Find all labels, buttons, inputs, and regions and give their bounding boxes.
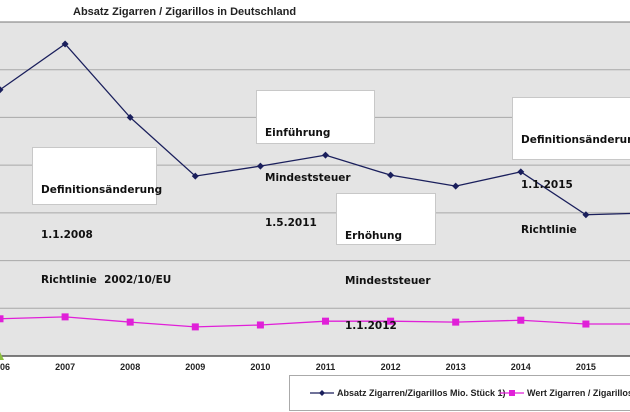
annotation-line: Einführung	[265, 127, 331, 139]
data-point-diamond	[0, 86, 4, 94]
data-point-diamond	[387, 171, 395, 179]
data-point-diamond	[582, 211, 590, 219]
x-tick-label: 2012	[381, 362, 401, 372]
annotation-definition-2015: Definitionsänderung 1.1.2015 Richtlinie	[512, 97, 630, 236]
annotation-line: Definitionsänderung	[521, 134, 630, 146]
legend-diamond-line-icon	[310, 390, 334, 396]
x-tick-label: 2011	[316, 362, 336, 372]
annotation-line: 1.5.2011	[265, 217, 317, 229]
annotation-line: Mindeststeuer	[265, 172, 351, 184]
x-tick-label: 2010	[250, 362, 270, 372]
x-tick-label: 06	[0, 362, 10, 372]
annotation-mindeststeuer-2011: Einführung Mindeststeuer 1.5.2011	[256, 90, 375, 229]
annotation-line: 1.1.2015	[521, 179, 573, 191]
data-point-square	[126, 318, 134, 326]
legend-label: Wert Zigarren / Zigarillos in M	[527, 388, 630, 398]
legend-item-absatz: Absatz Zigarren/Zigarillos Mio. Stück 1)	[310, 388, 506, 398]
legend-item-wert: Wert Zigarren / Zigarillos in M	[500, 388, 630, 398]
green-triangle-marker	[0, 352, 4, 360]
data-point-diamond	[452, 182, 460, 190]
data-point-diamond	[126, 113, 134, 121]
data-point-square	[0, 315, 4, 323]
data-point-square	[322, 317, 329, 325]
x-tick-label: 2009	[185, 362, 205, 372]
annotation-definition-2008: Definitionsänderung 1.1.2008 Richtlinie …	[32, 147, 171, 286]
data-point-diamond	[256, 162, 264, 170]
data-point-square	[452, 318, 460, 326]
annotation-line: Mindeststeuer	[345, 275, 431, 287]
annotation-erhoehung-2012: Erhöhung Mindeststeuer 1.1.2012	[336, 193, 436, 332]
data-point-diamond	[322, 151, 329, 159]
data-point-square	[61, 313, 69, 321]
annotation-line: Richtlinie 2002/10/EU	[41, 274, 172, 286]
data-point-square	[191, 323, 199, 331]
x-tick-label: 2013	[446, 362, 466, 372]
data-point-square	[582, 320, 590, 328]
data-point-diamond	[191, 172, 199, 180]
annotation-line: 1.1.2008	[41, 229, 93, 241]
annotation-line: Richtlinie	[521, 224, 577, 236]
x-tick-label: 2014	[511, 362, 531, 372]
data-point-square	[517, 316, 525, 324]
data-point-square	[256, 321, 264, 329]
legend: Absatz Zigarren/Zigarillos Mio. Stück 1)…	[289, 375, 630, 411]
data-point-diamond	[61, 40, 69, 48]
annotation-line: Erhöhung	[345, 230, 402, 242]
legend-square-line-icon	[500, 390, 524, 396]
x-tick-label: 2008	[120, 362, 140, 372]
legend-label: Absatz Zigarren/Zigarillos Mio. Stück 1)	[337, 388, 506, 398]
data-point-square	[387, 317, 395, 325]
annotation-line: Definitionsänderung	[41, 184, 163, 196]
data-point-diamond	[517, 168, 525, 176]
chart-title: Absatz Zigarren / Zigarillos in Deutschl…	[73, 6, 296, 18]
x-tick-label: 2015	[576, 362, 596, 372]
annotation-line: 1.1.2012	[345, 320, 397, 332]
x-tick-label: 2007	[55, 362, 75, 372]
